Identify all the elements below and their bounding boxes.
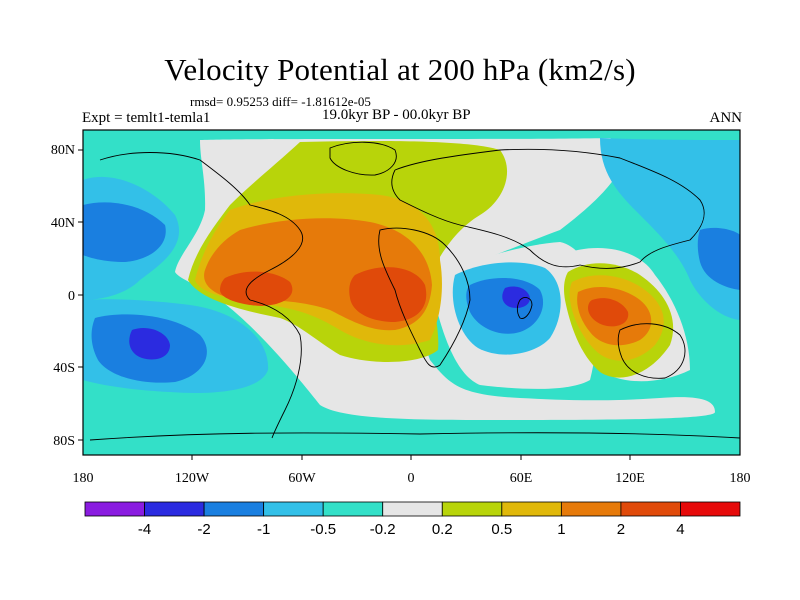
coast-madagascar xyxy=(516,297,533,319)
x-tick-label: 60W xyxy=(288,471,316,486)
colorbar-label: 2 xyxy=(617,521,625,538)
colorbar-box xyxy=(203,501,265,517)
colorbar-box xyxy=(322,501,384,517)
coastlines xyxy=(89,141,740,441)
coast-antarctica xyxy=(89,432,740,441)
coast-south-america xyxy=(249,299,302,439)
colorbar-label: 0.5 xyxy=(491,521,512,538)
colorbar-label: 4 xyxy=(676,521,684,538)
positive-core-mc xyxy=(588,298,629,327)
y-tick-label: 80N xyxy=(51,143,75,158)
positive-core-africa xyxy=(349,267,427,322)
colorbar-box xyxy=(620,501,681,517)
colorbar-box xyxy=(263,501,324,517)
experiment-label: Expt = temlt1-temla1 xyxy=(82,110,211,126)
colorbar-box xyxy=(560,501,622,517)
coast-africa xyxy=(378,227,471,368)
colorbar-label: 1 xyxy=(557,521,565,538)
map-field xyxy=(83,130,740,455)
colorbar-label: -1 xyxy=(257,521,270,538)
y-tick-label: 80S xyxy=(53,434,75,449)
colorbar-box xyxy=(680,501,741,517)
colorbar-box xyxy=(144,501,205,517)
colorbar-box xyxy=(501,501,562,517)
coast-eurasia xyxy=(391,148,705,269)
negative-region-epac-lightblue xyxy=(600,138,740,320)
colorbar-label: -0.2 xyxy=(370,521,396,538)
negative-region-npac-blue xyxy=(83,202,166,262)
negative-region-epac-blue xyxy=(697,227,740,290)
season-label: ANN xyxy=(709,110,743,126)
x-tick-label: 120W xyxy=(175,471,210,486)
coast-australia xyxy=(617,323,686,379)
y-axis: 80N 40N 0 40S 80S xyxy=(51,143,83,449)
chart-title: Velocity Potential at 200 hPa (km2/s) xyxy=(164,52,636,87)
y-tick-label: 40N xyxy=(51,216,75,231)
x-tick-label: 180 xyxy=(730,471,751,486)
x-tick-label: 0 xyxy=(408,471,415,486)
y-tick-label: 40S xyxy=(53,361,75,376)
colorbar-label: -4 xyxy=(138,521,151,538)
x-tick-label: 120E xyxy=(615,471,645,486)
coast-north-america xyxy=(99,152,304,301)
colorbar-label: 0.2 xyxy=(432,521,453,538)
colorbar-box xyxy=(441,501,503,517)
positive-core-america xyxy=(220,271,293,306)
stats-line: rmsd= 0.95253 diff= -1.81612e-05 xyxy=(190,94,371,109)
colorbar-label: -2 xyxy=(197,521,210,538)
y-tick-label: 0 xyxy=(68,289,75,304)
x-axis: 180 120W 60W 0 60E 120E 180 xyxy=(73,455,751,486)
x-tick-label: 60E xyxy=(510,471,533,486)
colorbar: -4 -2 -1 -0.5 -0.2 0.2 0.5 1 2 4 xyxy=(84,501,741,538)
colorbar-box xyxy=(84,501,145,517)
colorbar-box xyxy=(382,501,443,517)
coast-greenland xyxy=(329,141,397,176)
colorbar-label: -0.5 xyxy=(310,521,336,538)
negative-core-indian xyxy=(502,286,530,308)
period-label: 19.0kyr BP - 00.0kyr BP xyxy=(322,107,471,123)
negative-core-spac xyxy=(129,327,170,360)
x-tick-label: 180 xyxy=(73,471,94,486)
